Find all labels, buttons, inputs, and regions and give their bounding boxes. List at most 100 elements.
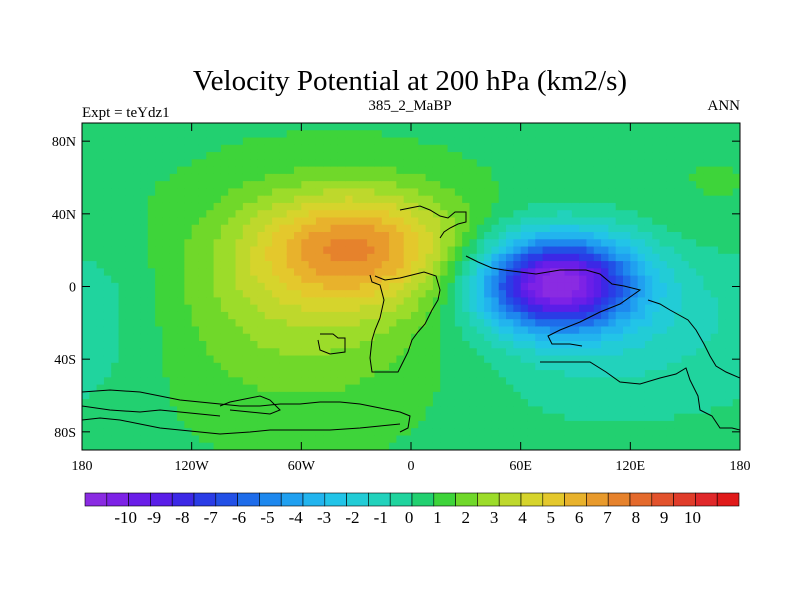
field-cell	[198, 399, 207, 407]
field-cell	[206, 268, 215, 277]
field-cell	[447, 333, 456, 342]
field-cell	[367, 290, 376, 298]
field-cell	[264, 130, 273, 139]
field-cell	[147, 137, 156, 146]
field-cell	[272, 442, 280, 450]
field-cell	[557, 420, 566, 429]
field-cell	[623, 210, 631, 219]
field-cell	[294, 181, 302, 189]
field-cell	[89, 297, 98, 306]
field-cell	[184, 282, 193, 291]
field-cell	[447, 123, 456, 131]
field-cell	[111, 210, 120, 219]
field-cell	[228, 355, 237, 364]
field-cell	[564, 428, 573, 437]
field-cell	[484, 210, 493, 219]
field-cell	[162, 282, 171, 291]
field-cell	[242, 311, 251, 320]
field-cell	[535, 319, 544, 328]
field-cell	[177, 290, 185, 298]
field-cell	[593, 377, 602, 386]
field-cell	[352, 181, 361, 189]
field-cell	[242, 377, 251, 386]
field-cell	[491, 362, 500, 371]
field-cell	[491, 391, 500, 400]
field-cell	[125, 202, 134, 211]
field-cell	[228, 435, 237, 444]
field-cell	[111, 413, 120, 422]
field-cell	[688, 333, 697, 342]
field-cell	[484, 348, 493, 357]
field-cell	[579, 304, 588, 313]
field-cell	[527, 355, 536, 364]
field-cell	[469, 304, 478, 313]
field-cell	[169, 428, 178, 437]
field-cell	[155, 435, 164, 444]
field-cell	[140, 333, 149, 342]
field-cell	[242, 137, 251, 146]
field-cell	[710, 166, 719, 175]
field-cell	[403, 246, 412, 255]
field-cell	[396, 391, 405, 400]
field-cell	[213, 362, 222, 371]
field-cell	[557, 341, 566, 349]
field-cell	[418, 123, 427, 131]
field-cell	[359, 166, 368, 175]
field-cell	[703, 181, 712, 189]
field-cell	[586, 268, 595, 277]
field-cell	[257, 261, 266, 269]
field-cell	[454, 268, 463, 277]
field-cell	[330, 188, 339, 197]
coastline-africa	[369, 271, 441, 373]
field-cell	[228, 442, 237, 450]
field-cell	[103, 173, 112, 182]
field-cell	[644, 297, 653, 306]
field-cell	[557, 428, 566, 437]
field-cell	[89, 173, 98, 182]
field-cell	[191, 391, 200, 400]
field-cell	[184, 253, 193, 262]
colorbar-label: -5	[260, 508, 274, 527]
field-cell	[564, 123, 573, 131]
field-cell	[447, 144, 456, 153]
field-cell	[586, 428, 595, 437]
field-cell	[367, 181, 376, 189]
field-cell	[644, 195, 653, 204]
field-cell	[96, 188, 105, 197]
field-cell	[586, 123, 595, 131]
field-cell	[133, 210, 142, 219]
field-cell	[652, 282, 661, 291]
field-cell	[272, 275, 280, 284]
field-cell	[644, 275, 653, 284]
field-cell	[462, 152, 471, 160]
field-cell	[732, 399, 740, 407]
field-cell	[315, 384, 324, 393]
field-cell	[623, 399, 631, 407]
field-cell	[337, 399, 346, 407]
field-cell	[125, 144, 134, 153]
field-cell	[630, 173, 639, 182]
field-cell	[425, 355, 434, 364]
field-cell	[103, 202, 112, 211]
field-cell	[659, 181, 668, 189]
field-cell	[688, 348, 697, 357]
field-cell	[301, 319, 310, 328]
field-cell	[718, 224, 726, 233]
field-cell	[374, 137, 383, 146]
field-cell	[644, 123, 653, 131]
field-cell	[718, 362, 726, 371]
field-cell	[725, 144, 734, 153]
field-cell	[652, 275, 661, 284]
field-cell	[601, 355, 609, 364]
field-cell	[542, 173, 551, 182]
field-cell	[330, 144, 339, 153]
field-cell	[169, 442, 178, 450]
field-cell	[579, 384, 588, 393]
field-cell	[623, 413, 631, 422]
field-cell	[228, 413, 237, 422]
field-cell	[286, 326, 295, 335]
field-cell	[103, 442, 112, 450]
field-cell	[213, 442, 222, 450]
field-cell	[381, 202, 390, 211]
field-cell	[272, 181, 280, 189]
